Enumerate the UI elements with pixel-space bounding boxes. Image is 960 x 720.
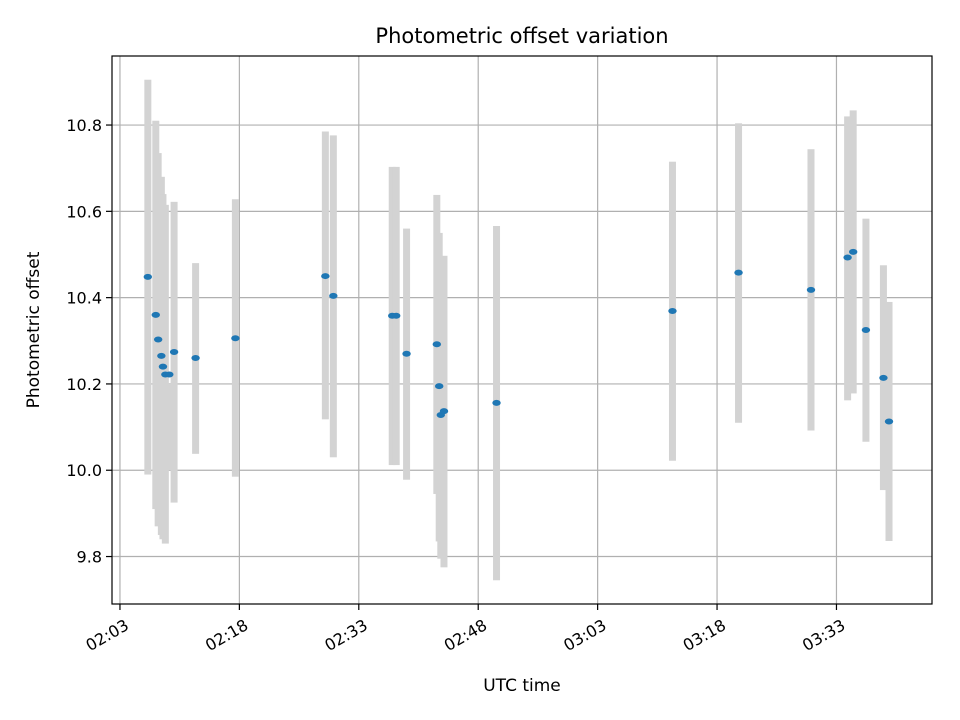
data-point [806,286,816,293]
y-tick-label: 10.4 [66,289,102,308]
data-point [157,352,166,359]
data-point [492,399,501,406]
y-axis-label: Photometric offset [24,251,44,408]
grid [112,56,932,604]
y-tick-label: 10.8 [66,116,102,135]
data-point [843,254,852,261]
x-axis-label: UTC time [483,676,561,696]
data-point [191,355,200,362]
data-point [439,408,449,415]
chart-title: Photometric offset variation [375,24,668,48]
data-point [402,350,411,357]
y-tick-label: 9.8 [77,548,102,567]
data-point [169,349,179,356]
data-point [734,269,743,276]
y-tick-label: 10.6 [66,202,102,221]
plot-frame [111,55,933,605]
data-point [143,273,153,280]
data-point [848,248,858,255]
data-point [432,341,442,348]
data-point [151,311,160,318]
error-bar [165,383,173,471]
data-point [158,363,168,370]
data-point [884,418,894,425]
data-point [861,327,871,333]
y-tick-label: 10.2 [66,375,102,394]
data-point [435,383,444,390]
data-point [153,336,163,343]
data-point [668,308,677,315]
data-point [165,371,174,378]
data-point [329,292,338,299]
data-point [231,335,240,342]
data-point [879,374,888,381]
data-point [321,273,330,280]
data-point [392,312,401,319]
y-tick-label: 10.0 [66,461,102,480]
data-points [143,248,894,425]
